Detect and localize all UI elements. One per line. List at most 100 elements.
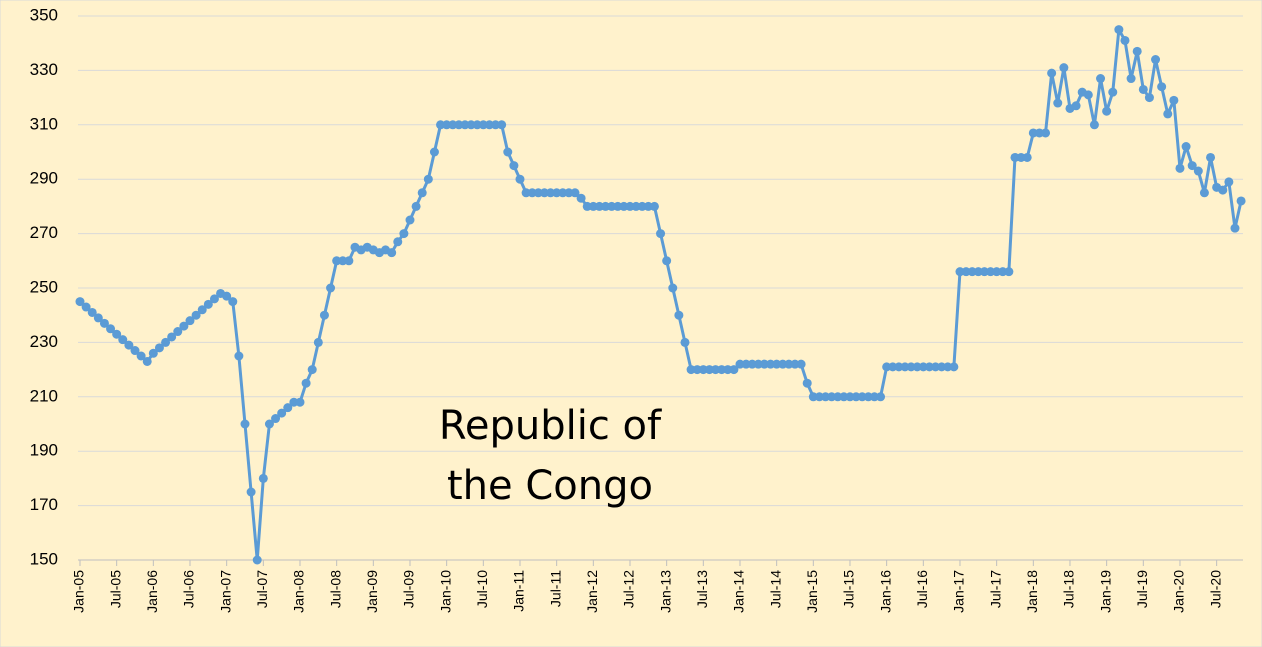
marker bbox=[802, 378, 812, 388]
marker bbox=[277, 408, 287, 418]
marker bbox=[87, 307, 97, 317]
marker bbox=[264, 419, 274, 429]
marker bbox=[576, 193, 586, 203]
marker bbox=[203, 299, 213, 309]
marker bbox=[319, 310, 329, 320]
x-tick-label: Jan-20 bbox=[1171, 570, 1187, 613]
marker bbox=[142, 356, 152, 366]
marker bbox=[1047, 68, 1057, 78]
y-tick-label: 270 bbox=[30, 223, 58, 242]
marker bbox=[209, 294, 219, 304]
marker bbox=[191, 310, 201, 320]
marker bbox=[283, 403, 293, 413]
marker bbox=[161, 337, 171, 347]
annotation: the Congo bbox=[447, 463, 653, 509]
marker bbox=[1206, 152, 1216, 162]
marker bbox=[405, 215, 415, 225]
marker bbox=[1193, 166, 1203, 176]
marker bbox=[112, 329, 122, 339]
x-tick-label: Jul-10 bbox=[474, 570, 490, 608]
marker bbox=[1041, 128, 1051, 138]
marker bbox=[1230, 223, 1240, 233]
x-tick-label: Jan-11 bbox=[511, 570, 527, 612]
marker bbox=[295, 397, 305, 407]
marker bbox=[387, 248, 397, 258]
marker bbox=[185, 316, 195, 326]
marker bbox=[515, 174, 525, 184]
marker bbox=[118, 335, 128, 345]
marker bbox=[668, 283, 678, 293]
grid: 150 170 190 210 230 250 270 290 310 330 350 bbox=[30, 5, 1243, 568]
marker bbox=[344, 256, 354, 266]
marker bbox=[1181, 142, 1191, 152]
marker bbox=[509, 161, 519, 171]
x-tick-label: Jul-12 bbox=[621, 570, 637, 608]
x-tick-label: Jul-06 bbox=[181, 570, 197, 608]
marker bbox=[197, 305, 207, 315]
y-tick-label: 150 bbox=[30, 549, 58, 568]
marker bbox=[246, 487, 256, 497]
marker bbox=[1053, 98, 1063, 108]
marker bbox=[399, 229, 409, 239]
marker bbox=[136, 351, 146, 361]
marker bbox=[307, 365, 317, 375]
marker bbox=[1126, 74, 1136, 84]
marker bbox=[1004, 267, 1014, 277]
marker bbox=[124, 340, 134, 350]
marker bbox=[729, 365, 739, 375]
marker bbox=[252, 555, 262, 565]
marker bbox=[1157, 82, 1167, 92]
marker bbox=[1108, 87, 1118, 97]
x-tick-label: Jul-15 bbox=[841, 570, 857, 608]
marker bbox=[429, 147, 439, 157]
x-tick-label: Jan-19 bbox=[1097, 570, 1113, 613]
marker bbox=[1199, 188, 1209, 198]
x-tick-label: Jul-09 bbox=[401, 570, 417, 608]
marker bbox=[1132, 46, 1142, 56]
marker bbox=[179, 321, 189, 331]
x-tick-label: Jan-15 bbox=[804, 570, 820, 613]
y-tick-label: 310 bbox=[30, 114, 58, 133]
marker bbox=[1169, 95, 1179, 105]
marker bbox=[497, 120, 507, 130]
marker bbox=[796, 359, 806, 369]
x-tick-label: Jan-12 bbox=[584, 570, 600, 613]
marker bbox=[503, 147, 513, 157]
marker bbox=[1224, 177, 1234, 187]
marker bbox=[1102, 106, 1112, 116]
marker bbox=[75, 297, 85, 307]
marker bbox=[1187, 161, 1197, 171]
marker bbox=[1138, 84, 1148, 94]
marker bbox=[411, 201, 421, 211]
x-tick-label: Jul-19 bbox=[1134, 570, 1150, 608]
marker bbox=[1163, 109, 1173, 119]
marker bbox=[106, 324, 116, 334]
y-tick-label: 330 bbox=[30, 60, 58, 79]
x-tick-label: Jan-08 bbox=[291, 570, 307, 613]
marker bbox=[1175, 163, 1185, 173]
marker bbox=[680, 337, 690, 347]
x-tick-label: Jan-13 bbox=[657, 570, 673, 613]
marker bbox=[258, 473, 268, 483]
x-tick-label: Jan-07 bbox=[217, 570, 233, 613]
y-tick-label: 210 bbox=[30, 386, 58, 405]
marker bbox=[99, 318, 109, 328]
marker bbox=[1083, 90, 1093, 100]
marker bbox=[240, 419, 250, 429]
marker bbox=[1089, 120, 1099, 130]
marker bbox=[154, 343, 164, 353]
marker bbox=[93, 313, 103, 323]
x-tick-label: Jul-05 bbox=[107, 570, 123, 608]
marker bbox=[234, 351, 244, 361]
x-tick-label: Jul-11 bbox=[547, 570, 563, 607]
marker bbox=[1071, 101, 1081, 111]
y-tick-label: 190 bbox=[30, 441, 58, 460]
marker bbox=[326, 283, 336, 293]
marker bbox=[1218, 185, 1228, 195]
marker bbox=[1059, 63, 1069, 73]
marker bbox=[1144, 93, 1154, 103]
annotation: Republic of bbox=[439, 403, 662, 449]
y-tick-label: 170 bbox=[30, 495, 58, 514]
x-tick-label: Jul-17 bbox=[987, 570, 1003, 608]
